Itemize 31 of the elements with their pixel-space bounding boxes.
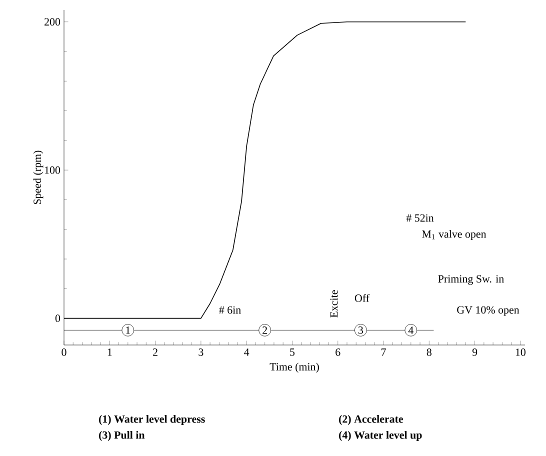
x-tick-label: 4 [244,348,250,356]
annotation: GV 10% open [457,306,520,316]
y-tick-label: 0 [55,314,60,322]
x-tick-label: 10 [516,348,526,356]
annotation: # 6in [219,306,241,314]
y-axis-title: Speed (rpm) [33,150,44,204]
x-tick-label: 0 [62,348,66,356]
x-tick-label: 8 [426,348,432,356]
x-tick-label: 7 [381,348,386,356]
x-axis-title: Time (min) [270,362,319,373]
text: (1) Water level depress [99,415,205,425]
y-tick-label: 200 [44,18,60,26]
text: (4) Water level up [339,431,422,441]
x-tick-label: 6 [336,348,340,356]
text: (2) Accelerate [339,415,404,425]
x-tick-label: 3 [198,348,204,356]
y-tick-label: 100 [45,166,60,174]
annotation: Excite [330,290,338,318]
x-tick-label: 9 [472,348,478,356]
annotation: Off [354,294,370,302]
x-tick-label: 1 [108,348,112,356]
annotation: # 52in [406,214,434,222]
x-tick-label: 5 [290,348,295,356]
text: (3) Pull in [99,431,145,441]
annotation: Priming Sw. in [438,275,504,285]
annotation: 4 [408,326,414,334]
annotation: 1 [126,326,130,334]
annotation: M$_{1}$ valve open [422,230,486,240]
annotation: 3 [358,326,363,334]
annotation: 2 [262,326,267,334]
x-tick-label: 2 [153,348,158,356]
